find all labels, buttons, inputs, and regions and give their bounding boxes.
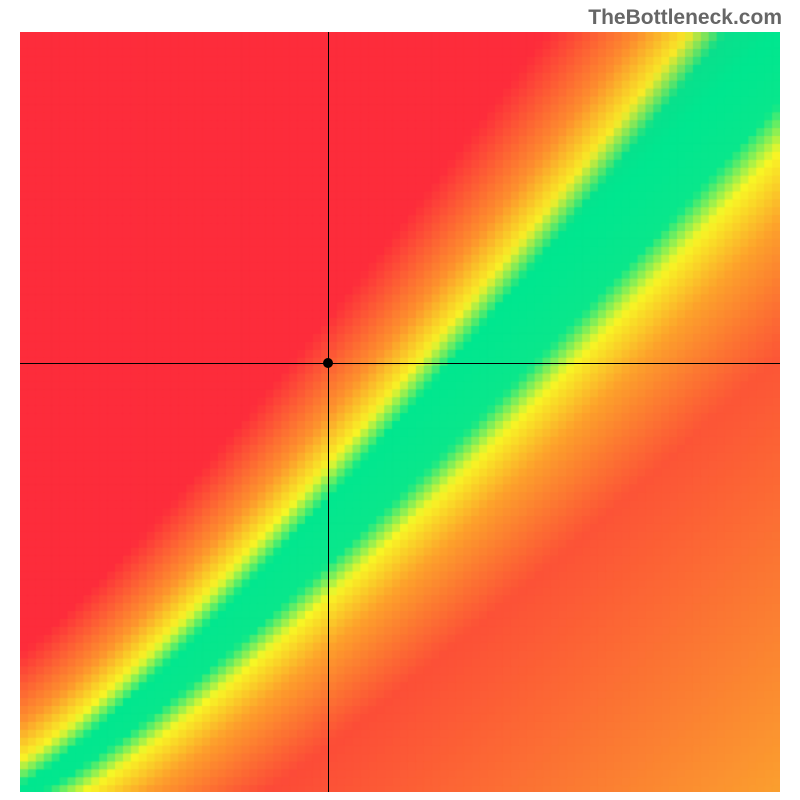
chart-container: TheBottleneck.com — [0, 0, 800, 800]
crosshair-horizontal — [20, 363, 780, 364]
heatmap-canvas — [20, 32, 780, 792]
attribution-text: TheBottleneck.com — [588, 6, 782, 30]
crosshair-vertical — [328, 32, 329, 792]
crosshair-point — [323, 358, 333, 368]
heatmap-plot — [20, 32, 780, 792]
